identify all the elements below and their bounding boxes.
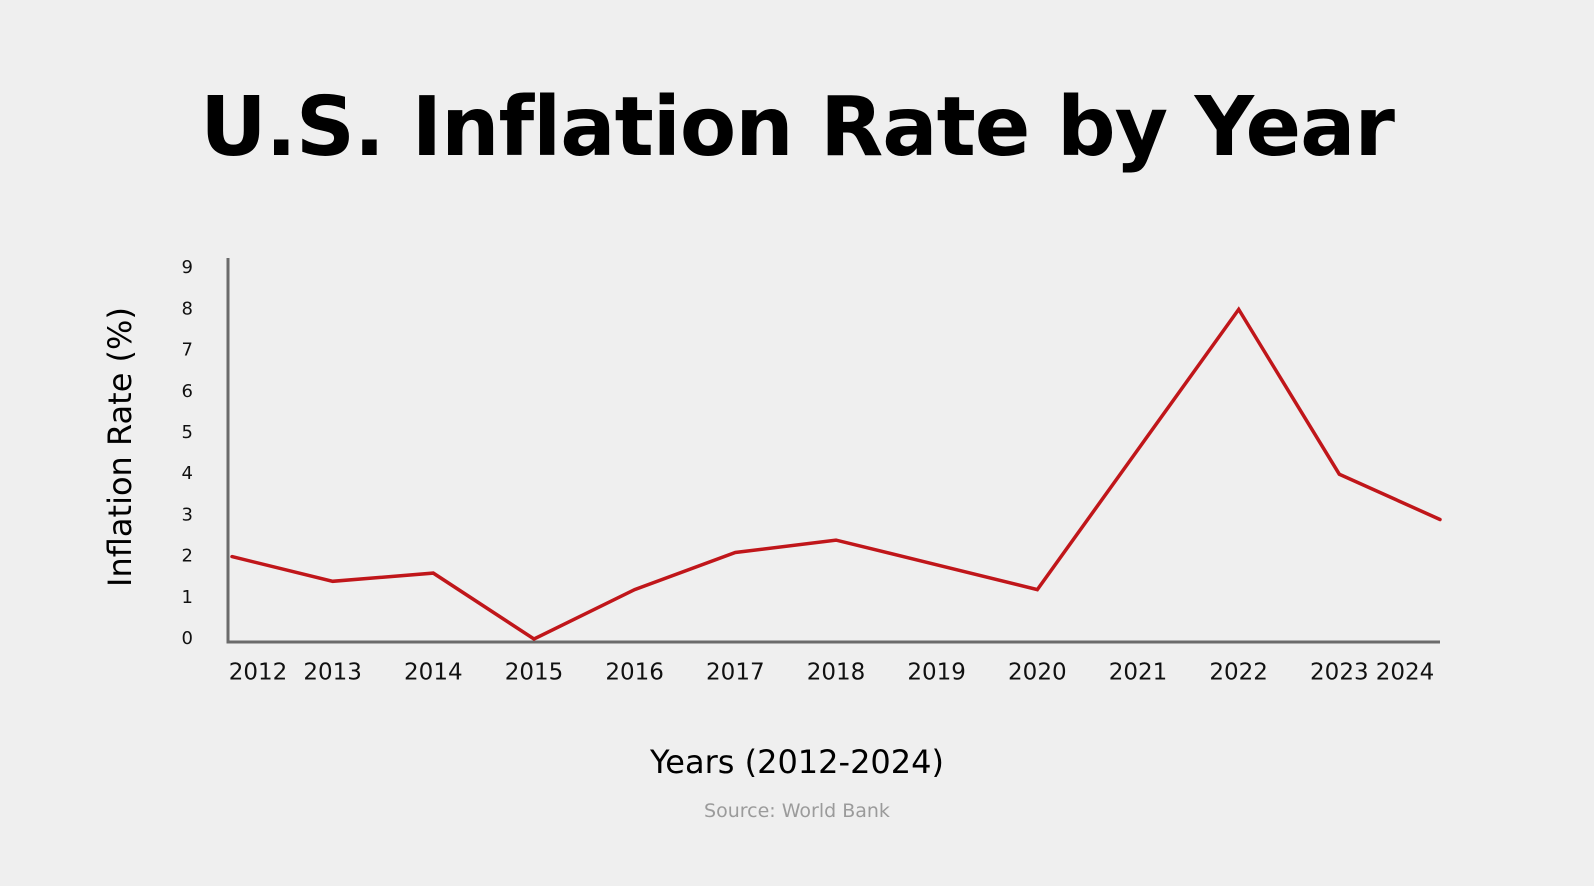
x-tick-label: 2015: [505, 660, 564, 686]
x-tick-label: 2012: [229, 660, 288, 686]
x-tick-label: 2013: [303, 660, 362, 686]
y-tick-label: 4: [182, 463, 193, 484]
x-tick-label: 2014: [404, 660, 463, 686]
source-note: Source: World Bank: [704, 800, 890, 822]
x-tick-label: 2023: [1310, 660, 1369, 686]
y-tick-label: 1: [182, 587, 193, 608]
x-tick-label: 2020: [1008, 660, 1067, 686]
x-axis-label: Years (2012-2024): [650, 743, 944, 781]
x-tick-label: 2022: [1209, 660, 1268, 686]
y-tick-label: 7: [182, 340, 193, 361]
x-tick-label: 2016: [605, 660, 664, 686]
y-tick-label: 5: [182, 422, 193, 443]
series-line: [230, 306, 1442, 642]
y-tick-label: 6: [182, 381, 193, 402]
x-tick-label: 2019: [907, 660, 966, 686]
x-tick-label: 2021: [1109, 660, 1168, 686]
y-axis-label: Inflation Rate (%): [101, 307, 139, 587]
y-tick-label: 3: [182, 504, 193, 525]
x-tick-label: 2017: [706, 660, 765, 686]
x-tick-label: 2024: [1376, 660, 1435, 686]
y-tick-label: 0: [182, 628, 193, 649]
y-tick-label: 8: [182, 298, 193, 319]
y-tick-label: 9: [182, 257, 193, 278]
chart-title: U.S. Inflation Rate by Year: [200, 80, 1395, 175]
y-tick-label: 2: [182, 546, 193, 567]
x-tick-label: 2018: [807, 660, 866, 686]
